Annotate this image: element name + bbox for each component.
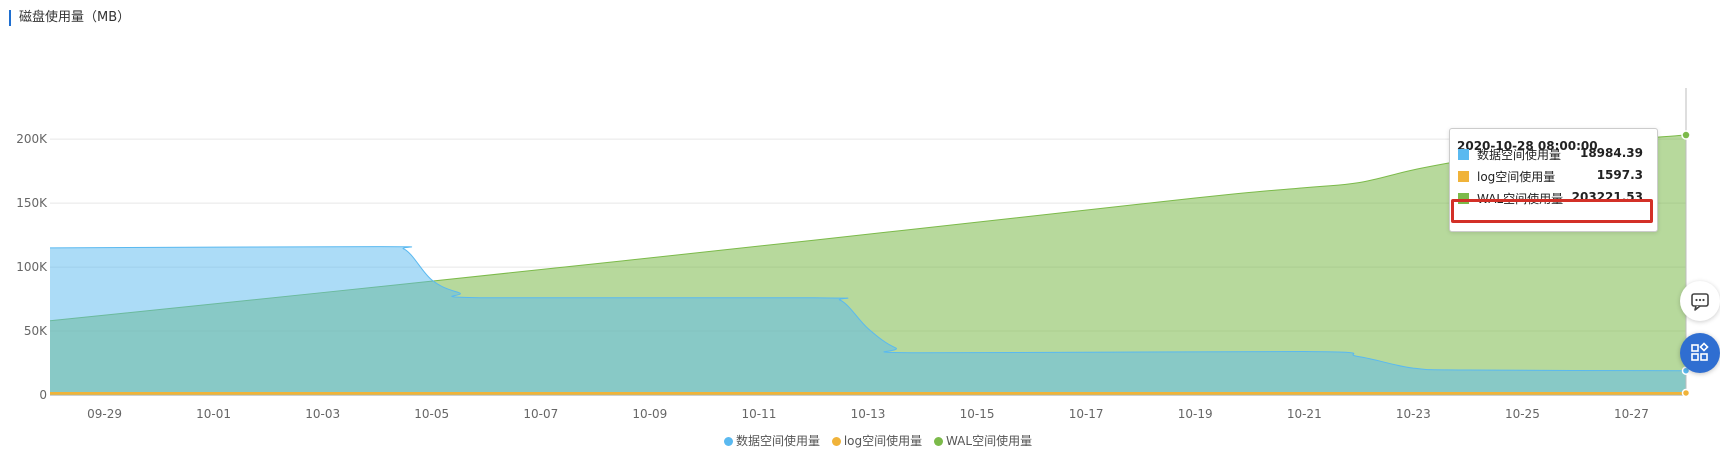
- x-tick-label: 10-27: [1614, 407, 1649, 421]
- hover-point-wal: [1682, 131, 1690, 139]
- tooltip-row-data: 数据空间使用量 18984.39: [1450, 144, 1657, 164]
- x-tick-label: 10-15: [960, 407, 995, 421]
- chat-button[interactable]: [1680, 281, 1720, 321]
- legend-label: WAL空间使用量: [946, 434, 1032, 448]
- legend-item[interactable]: log空间使用量: [832, 432, 922, 449]
- y-tick-label: 100K: [16, 260, 48, 274]
- apps-button[interactable]: [1680, 333, 1720, 373]
- legend-label: 数据空间使用量: [736, 434, 820, 448]
- legend-dot: [832, 437, 841, 446]
- x-tick-label: 09-29: [87, 407, 122, 421]
- x-tick-label: 10-05: [414, 407, 449, 421]
- hover-point-log: [1683, 389, 1690, 396]
- x-tick-label: 10-21: [1287, 407, 1322, 421]
- chat-icon: [1680, 281, 1720, 321]
- x-tick-label: 10-07: [523, 407, 558, 421]
- legend-item[interactable]: WAL空间使用量: [934, 432, 1032, 449]
- tooltip-highlight-box: [1451, 199, 1653, 223]
- y-tick-label: 150K: [16, 196, 48, 210]
- legend-dot: [934, 437, 943, 446]
- legend-label: log空间使用量: [844, 434, 922, 448]
- tooltip-series-name: log空间使用量: [1477, 168, 1555, 185]
- x-tick-label: 10-17: [1069, 407, 1104, 421]
- tooltip-swatch: [1458, 171, 1469, 182]
- x-tick-label: 10-03: [305, 407, 340, 421]
- y-axis: 0 50K 100K 150K 200K: [16, 132, 48, 402]
- x-tick-label: 10-01: [196, 407, 231, 421]
- x-tick-label: 10-25: [1505, 407, 1540, 421]
- tooltip-series-value: 1597.3: [1597, 168, 1643, 182]
- x-axis-ticks: 09-29 10-01 10-03 10-05 10-07 10-09 10-11 10-13…: [87, 407, 1649, 421]
- tooltip-series-value: 18984.39: [1580, 146, 1643, 160]
- series-areas: [50, 135, 1686, 395]
- x-tick-label: 10-09: [632, 407, 667, 421]
- tooltip-series-name: 数据空间使用量: [1477, 146, 1561, 163]
- apps-icon: [1680, 333, 1720, 373]
- legend-dot: [724, 437, 733, 446]
- x-tick-label: 10-13: [851, 407, 886, 421]
- tooltip-swatch: [1458, 149, 1469, 160]
- x-tick-label: 10-19: [1178, 407, 1213, 421]
- x-tick-label: 10-11: [741, 407, 776, 421]
- y-tick-label: 0: [39, 388, 47, 402]
- chart-legend: 数据空间使用量 log空间使用量 WAL空间使用量: [724, 432, 1040, 446]
- legend-item[interactable]: 数据空间使用量: [724, 432, 820, 449]
- tooltip-row-log: log空间使用量 1597.3: [1450, 166, 1657, 186]
- y-tick-label: 200K: [16, 132, 48, 146]
- x-tick-label: 10-23: [1396, 407, 1431, 421]
- y-tick-label: 50K: [24, 324, 48, 338]
